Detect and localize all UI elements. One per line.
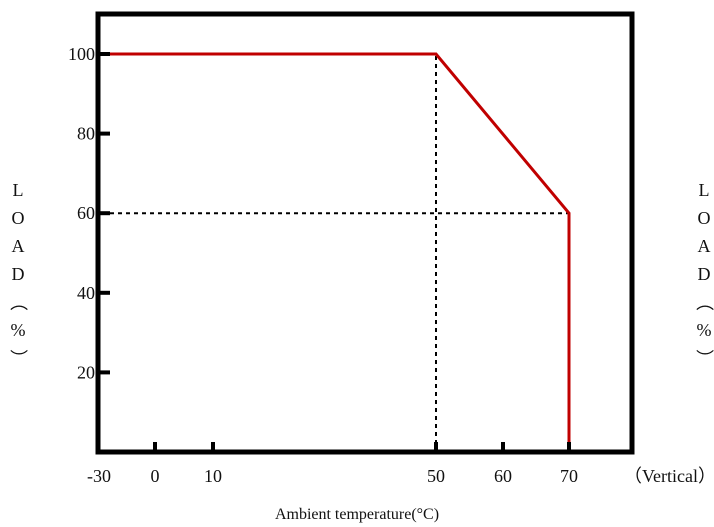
y-label-left-char-0: L	[12, 180, 24, 200]
y-tick-label-20: 20	[77, 362, 95, 382]
y-label-right-char-5: %	[696, 320, 712, 340]
plot-frame	[95, 11, 635, 455]
x-tick-label-50: 50	[427, 466, 445, 486]
orientation-note: （Vertical）	[624, 466, 714, 486]
y-label-right-char-3: D	[697, 264, 711, 284]
y-label-right-char-6: ）	[694, 349, 714, 367]
x-tick-label--30: -30	[87, 466, 111, 486]
y-label-left-char-5: %	[10, 320, 26, 340]
y-label-left-char-6: ）	[8, 349, 28, 367]
y-label-left-char-2: A	[11, 236, 25, 256]
y-tick-label-100: 100	[68, 44, 95, 64]
x-tick-label-10: 10	[204, 466, 222, 486]
y-label-left-char-4: （	[8, 293, 28, 311]
x-tick-label-60: 60	[494, 466, 512, 486]
y-axis-label-right: L O A D （% ）	[692, 176, 714, 372]
y-label-right-char-4: （	[694, 293, 714, 311]
x-axis-label: Ambient temperature(°C)	[274, 506, 440, 523]
y-axis-label-left: L O A D （% ）	[6, 176, 30, 372]
y-tick-label-80: 80	[77, 124, 95, 144]
series-line-0	[110, 52, 571, 442]
y-label-left-char-3: D	[11, 264, 25, 284]
x-tick-label-70: 70	[560, 466, 578, 486]
y-label-right-char-2: A	[697, 236, 711, 256]
x-tick-label-0: 0	[151, 466, 160, 486]
y-tick-label-40: 40	[77, 283, 95, 303]
y-tick-label-60: 60	[77, 203, 95, 223]
y-label-left-char-1: O	[11, 208, 25, 228]
y-label-right-char-0: L	[698, 180, 710, 200]
y-label-right-char-1: O	[697, 208, 711, 228]
